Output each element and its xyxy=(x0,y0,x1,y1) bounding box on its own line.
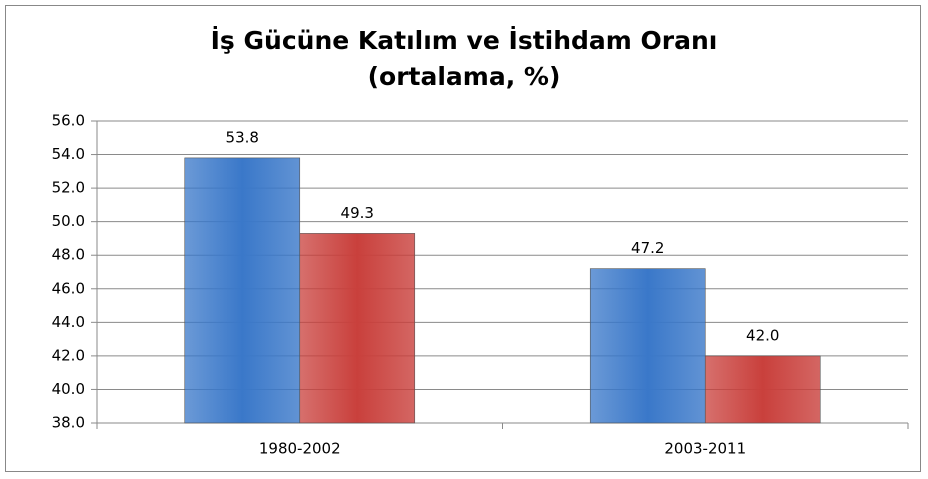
y-tick-label: 42.0 xyxy=(52,346,85,364)
chart-subtitle: (ortalama, %) xyxy=(368,62,561,91)
bar xyxy=(184,157,301,424)
y-tick-label: 48.0 xyxy=(52,246,85,264)
y-tick-label: 46.0 xyxy=(52,279,85,297)
bar xyxy=(299,233,416,424)
value-label: 47.2 xyxy=(631,239,664,257)
y-tick-label: 40.0 xyxy=(52,380,85,398)
y-tick-label: 56.0 xyxy=(52,112,85,130)
value-label: 53.8 xyxy=(226,128,259,146)
value-label: 42.0 xyxy=(746,326,779,344)
x-tick-label: 1980-2002 xyxy=(259,440,341,458)
y-tick-label: 54.0 xyxy=(52,145,85,163)
y-tick-label: 38.0 xyxy=(52,414,85,432)
y-tick-label: 44.0 xyxy=(52,313,85,331)
x-tick-label: 2003-2011 xyxy=(664,440,746,458)
value-label: 49.3 xyxy=(341,204,374,222)
chart-title: İş Gücüne Katılım ve İstihdam Oranı xyxy=(211,25,718,55)
bar xyxy=(704,355,821,424)
y-tick-label: 52.0 xyxy=(52,179,85,197)
y-tick-label: 50.0 xyxy=(52,212,85,230)
bar xyxy=(589,268,706,424)
